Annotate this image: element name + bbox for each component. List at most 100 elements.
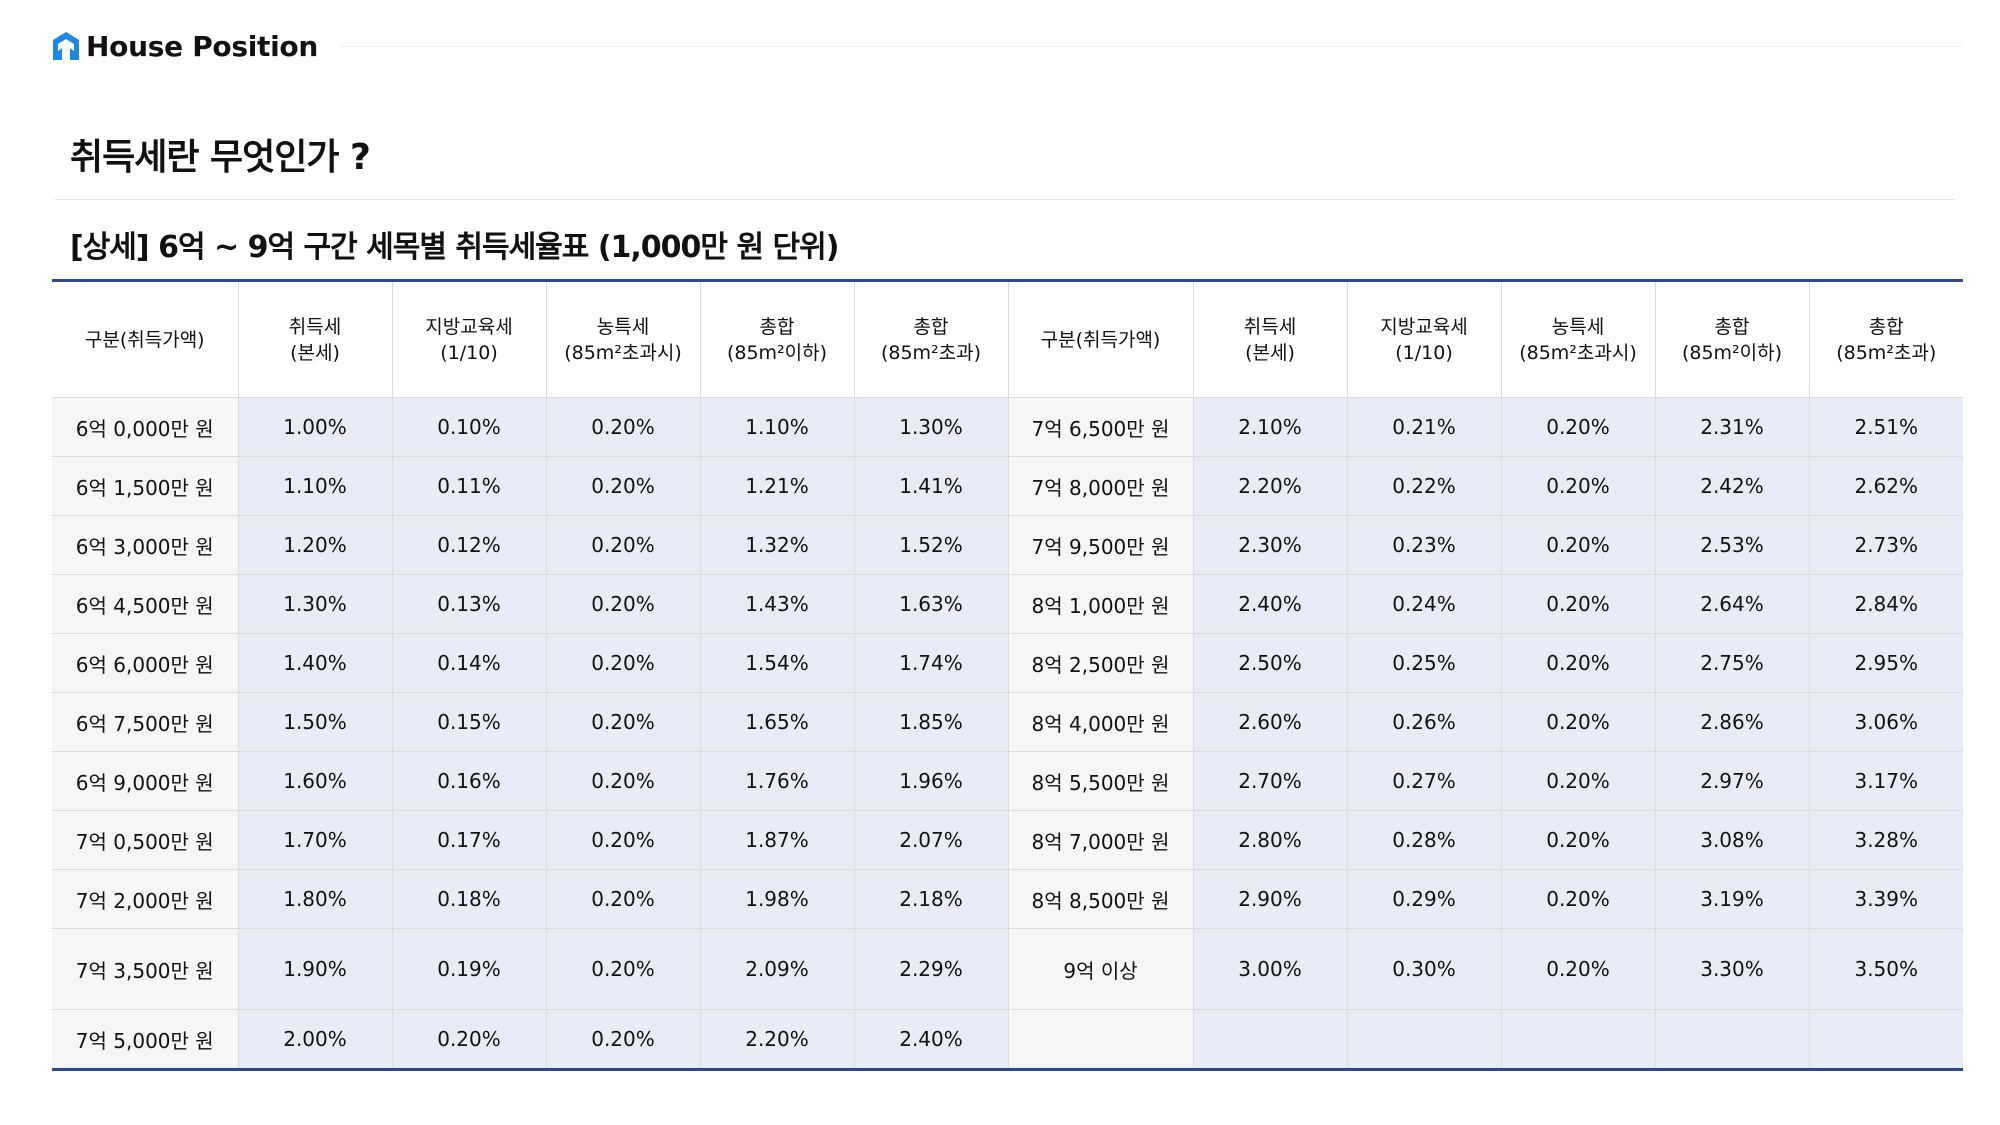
rate-cell: 0.30% [1346, 928, 1502, 1010]
rate-cell: 3.06% [1808, 692, 1963, 752]
rate-cell: 0.19% [391, 928, 547, 1010]
rate-cell: 2.30% [1192, 515, 1348, 575]
column-header: 지방교육세 (1/10) [1346, 280, 1502, 398]
rate-cell: 0.18% [391, 869, 547, 929]
column-header: 총합 (85m²초과) [853, 280, 1009, 398]
price-range-cell: 6억 1,500만 원 [52, 456, 239, 516]
rate-cell: 0.24% [1346, 574, 1502, 634]
rate-cell: 2.10% [1192, 397, 1348, 457]
column-header-line: 지방교육세 [425, 315, 513, 338]
column-header-line: 구분(취득가액) [84, 328, 205, 351]
rate-cell: 0.28% [1346, 810, 1502, 870]
rate-cell: 0.25% [1346, 633, 1502, 693]
rate-cell: 3.19% [1654, 869, 1810, 929]
rate-cell: 3.39% [1808, 869, 1963, 929]
column-header: 구분(취득가액) [52, 280, 239, 398]
price-range-cell: 7억 3,500만 원 [52, 928, 239, 1010]
rate-cell: 1.70% [237, 810, 393, 870]
rate-cell: 1.98% [699, 869, 855, 929]
table-row: 7억 5,000만 원 2.00% 0.20% 0.20% 2.20% 2.40% [52, 1009, 1963, 1070]
rate-cell: 1.52% [853, 515, 1009, 575]
rate-cell: 2.73% [1808, 515, 1963, 575]
rate-cell: 0.11% [391, 456, 547, 516]
column-header: 총합 (85m²초과) [1808, 280, 1963, 398]
price-range-cell: 6억 7,500만 원 [52, 692, 239, 752]
rate-cell: 1.32% [699, 515, 855, 575]
price-range-cell: 8억 8,500만 원 [1007, 869, 1194, 929]
rate-cell: 0.15% [391, 692, 547, 752]
rate-cell: 2.86% [1654, 692, 1810, 752]
rate-cell: 0.20% [1500, 515, 1656, 575]
rate-cell: 0.17% [391, 810, 547, 870]
column-header-line: (85m²이하) [1681, 341, 1783, 364]
column-header-line: (본세) [290, 341, 340, 364]
rate-cell: 2.84% [1808, 574, 1963, 634]
price-range-cell: 7억 5,000만 원 [52, 1009, 239, 1070]
rate-cell: 2.18% [853, 869, 1009, 929]
rate-cell: 0.29% [1346, 869, 1502, 929]
column-header-line: 농특세 [596, 315, 650, 338]
rate-cell: 1.10% [237, 456, 393, 516]
rate-cell: 2.29% [853, 928, 1009, 1010]
rate-cell: 0.20% [545, 692, 701, 752]
price-range-cell: 6억 3,000만 원 [52, 515, 239, 575]
rate-cell: 1.80% [237, 869, 393, 929]
rate-cell: 1.74% [853, 633, 1009, 693]
house-logo-icon[interactable] [52, 31, 80, 61]
rate-cell: 2.62% [1808, 456, 1963, 516]
rate-cell: 0.20% [1500, 810, 1656, 870]
table-row: 7억 3,500만 원 1.90% 0.19% 0.20% 2.09% 2.29% 9억 이… [52, 928, 1963, 1010]
rate-cell: 3.00% [1192, 928, 1348, 1010]
price-range-cell: 6억 9,000만 원 [52, 751, 239, 811]
rate-cell: 0.20% [391, 1009, 547, 1070]
column-header-line: (85m²이하) [726, 341, 828, 364]
column-header-line: (본세) [1245, 341, 1295, 364]
rate-cell: 0.20% [1500, 456, 1656, 516]
column-header: 취득세 (본세) [237, 280, 393, 398]
price-range-cell: 7억 0,500만 원 [52, 810, 239, 870]
table-title: [상세] 6억 ~ 9억 구간 세목별 취득세율표 (1,000만 원 단위) [70, 230, 839, 265]
rate-cell [1654, 1009, 1810, 1070]
rate-cell: 0.26% [1346, 692, 1502, 752]
table-row: 6억 7,500만 원 1.50% 0.15% 0.20% 1.65% 1.85% 8억 4… [52, 692, 1963, 752]
column-header-line: 총합 [913, 315, 949, 338]
rate-cell: 0.10% [391, 397, 547, 457]
column-header-line: 총합 [1714, 315, 1750, 338]
price-range-cell: 7억 6,500만 원 [1007, 397, 1194, 457]
column-header-line: 총합 [1868, 315, 1904, 338]
rate-cell: 3.50% [1808, 928, 1963, 1010]
rate-cell: 1.00% [237, 397, 393, 457]
rate-cell: 1.30% [237, 574, 393, 634]
column-header-line: (85m²초과) [1836, 341, 1937, 364]
rate-cell: 0.20% [545, 869, 701, 929]
title-divider [55, 199, 1955, 200]
rate-cell: 1.87% [699, 810, 855, 870]
rate-cell: 0.21% [1346, 397, 1502, 457]
rate-cell: 2.53% [1654, 515, 1810, 575]
rate-cell: 2.80% [1192, 810, 1348, 870]
price-range-cell [1007, 1009, 1194, 1070]
column-header: 취득세 (본세) [1192, 280, 1348, 398]
rate-cell: 1.30% [853, 397, 1009, 457]
table-row: 6억 0,000만 원 1.00% 0.10% 0.20% 1.10% 1.30% 7억 6… [52, 397, 1963, 457]
rate-cell: 1.21% [699, 456, 855, 516]
rate-cell: 0.23% [1346, 515, 1502, 575]
rate-cell: 0.20% [1500, 574, 1656, 634]
rate-cell: 2.97% [1654, 751, 1810, 811]
rate-cell: 2.50% [1192, 633, 1348, 693]
table-row: 7억 2,000만 원 1.80% 0.18% 0.20% 1.98% 2.18% 8억 8… [52, 869, 1963, 929]
rate-cell: 1.50% [237, 692, 393, 752]
rate-cell: 2.40% [853, 1009, 1009, 1070]
rate-cell: 3.17% [1808, 751, 1963, 811]
rate-cell: 3.28% [1808, 810, 1963, 870]
rate-cell: 3.30% [1654, 928, 1810, 1010]
rate-cell: 1.60% [237, 751, 393, 811]
table-header-row: 구분(취득가액) 취득세 (본세) 지방교육세 (1/10) 농특세 (85m²초과시) 총합… [52, 280, 1963, 398]
rate-cell: 2.64% [1654, 574, 1810, 634]
rate-cell: 2.90% [1192, 869, 1348, 929]
rate-cell: 2.40% [1192, 574, 1348, 634]
brand-name[interactable]: House Position [86, 29, 318, 63]
column-header-line: (85m²초과) [880, 341, 982, 364]
rate-cell: 1.40% [237, 633, 393, 693]
column-header: 지방교육세 (1/10) [391, 280, 547, 398]
